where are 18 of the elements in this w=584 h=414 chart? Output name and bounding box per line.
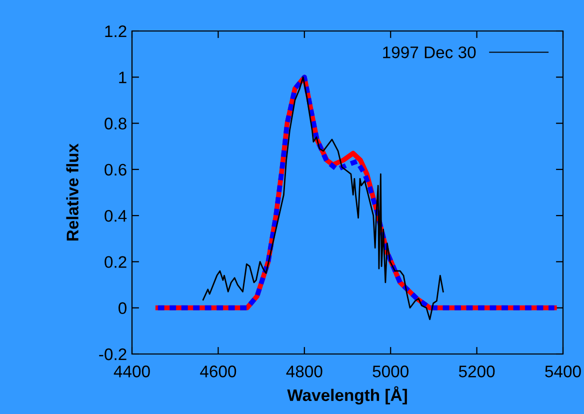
y-tick-label: 0.8 bbox=[104, 118, 126, 130]
x-tick-label: 5400 bbox=[545, 366, 581, 378]
legend-label: 1997 Dec 30 bbox=[383, 46, 476, 58]
x-tick-label: 4400 bbox=[114, 366, 150, 378]
y-tick-label: 1 bbox=[119, 72, 126, 84]
y-tick-label: 0.4 bbox=[104, 210, 127, 222]
y-tick-label: -0.2 bbox=[99, 348, 126, 360]
y-axis-title: Relative flux bbox=[66, 144, 78, 240]
y-tick-label: 0.6 bbox=[104, 164, 126, 176]
x-axis-title: Wavelength [Å] bbox=[287, 386, 407, 404]
x-tick-label: 4600 bbox=[200, 366, 236, 378]
y-tick-label: 1.2 bbox=[105, 25, 126, 38]
x-tick-label: 5200 bbox=[458, 366, 495, 378]
y-tick-label: 0.2 bbox=[104, 256, 126, 268]
x-tick-label: 4800 bbox=[286, 366, 322, 378]
y-tick-label: 0 bbox=[118, 302, 126, 314]
x-tick-label: 5000 bbox=[372, 366, 408, 378]
line-series bbox=[202, 76, 444, 320]
